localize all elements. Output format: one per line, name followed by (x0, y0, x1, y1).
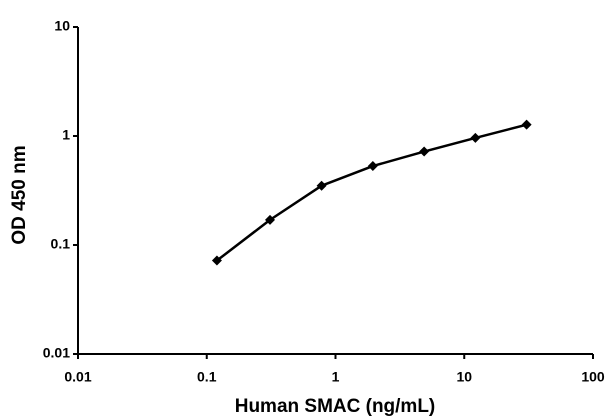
x-tick-label: 0.01 (64, 369, 91, 385)
y-tick-label: 10 (54, 18, 70, 34)
data-point (367, 161, 378, 172)
x-tick-label: 10 (456, 369, 472, 385)
y-axis-title: OD 450 nm (9, 145, 30, 244)
data-point (470, 132, 481, 143)
y-tick-label: 1 (62, 127, 70, 143)
series-line (216, 123, 527, 262)
data-point (316, 180, 327, 191)
x-tick-label: 0.1 (197, 369, 217, 385)
x-tick-label: 100 (581, 369, 605, 385)
y-tick-label: 0.01 (43, 345, 70, 361)
data-point (419, 146, 430, 157)
x-axis-title: Human SMAC (ng/mL) (235, 396, 436, 417)
data-point (265, 214, 276, 225)
data-point (211, 255, 222, 266)
x-tick-label: 1 (332, 369, 340, 385)
data-point (521, 119, 532, 130)
y-tick-label: 0.1 (51, 236, 71, 252)
